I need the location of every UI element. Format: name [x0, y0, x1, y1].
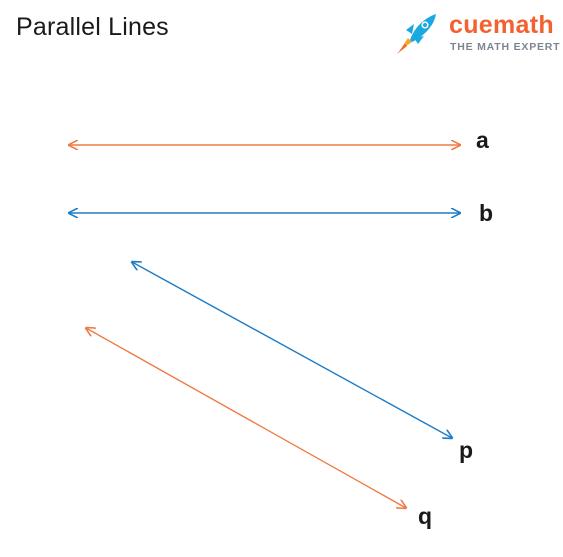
- line-q: [86, 328, 406, 508]
- brand-tagline: THE MATH EXPERT: [450, 41, 561, 53]
- line-label-a: a: [476, 127, 489, 153]
- line-label-p: p: [459, 437, 473, 463]
- line-p: [132, 262, 452, 438]
- page-title: Parallel Lines: [16, 13, 169, 41]
- brand-name: cuemath: [449, 11, 554, 39]
- line-label-q: q: [418, 503, 432, 529]
- brand-logo: cuemath THE MATH EXPERT: [392, 8, 561, 58]
- rocket-icon: [397, 14, 436, 54]
- line-label-b: b: [479, 200, 493, 226]
